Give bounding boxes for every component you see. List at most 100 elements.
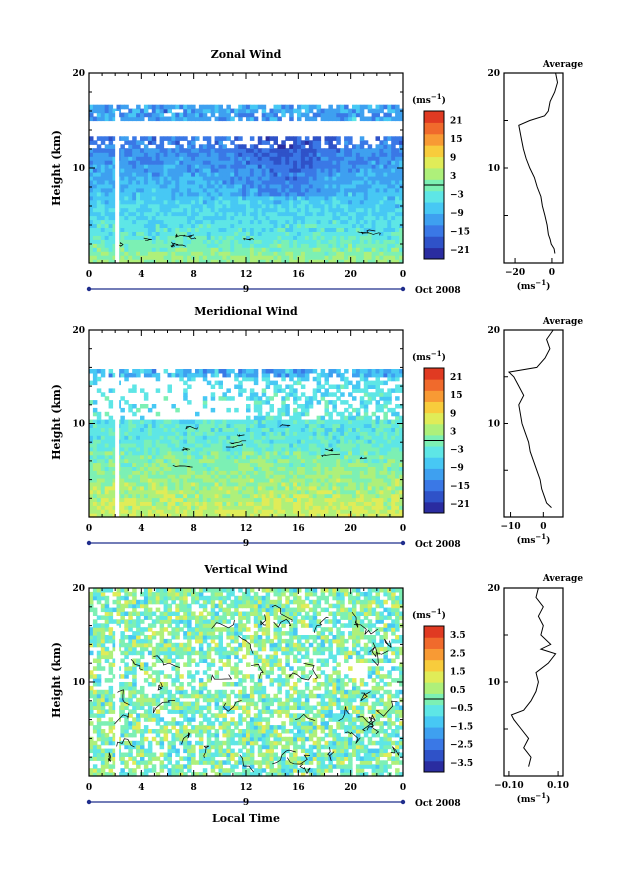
heatmap-cell (336, 172, 341, 177)
heatmap-cell (164, 148, 169, 153)
heatmap-cell (120, 408, 125, 413)
heatmap-cell (187, 188, 192, 193)
heatmap-cell (171, 227, 176, 232)
heatmap-cell (175, 168, 180, 173)
heatmap-cell (175, 466, 180, 471)
heatmap-cell (356, 501, 361, 506)
heatmap-cell (175, 451, 180, 456)
heatmap-cell (164, 439, 169, 444)
heatmap-cell (379, 117, 384, 122)
heatmap-cell (136, 424, 141, 429)
heatmap-cell (238, 200, 243, 205)
heatmap-cell (372, 152, 377, 157)
heatmap-cell (101, 466, 106, 471)
heatmap-cell (171, 482, 176, 487)
heatmap-cell (348, 113, 353, 118)
heatmap-cell (395, 216, 400, 221)
heatmap-cell (336, 435, 341, 440)
heatmap-cell (148, 140, 153, 145)
heatmap-cell (250, 160, 255, 165)
heatmap-cell (246, 200, 251, 205)
heatmap-cell (175, 459, 180, 464)
heatmap-cell (211, 463, 216, 468)
heatmap-cell (215, 439, 220, 444)
heatmap-cell (317, 470, 322, 475)
heatmap-cell (132, 255, 137, 260)
heatmap-cell (285, 431, 290, 436)
heatmap-cell (242, 377, 247, 382)
heatmap-cell (164, 172, 169, 177)
heatmap-cell (199, 427, 204, 432)
heatmap-cell (179, 208, 184, 213)
heatmap-cell (340, 172, 345, 177)
heatmap-cell (132, 144, 137, 149)
heatmap-cell (301, 216, 306, 221)
heatmap-cell (321, 200, 326, 205)
heatmap-cell (222, 420, 227, 425)
heatmap-cell (93, 435, 98, 440)
heatmap-cell (297, 463, 302, 468)
heatmap-cell (293, 486, 298, 491)
heatmap-cell (168, 168, 173, 173)
heatmap-cell (301, 486, 306, 491)
heatmap-cell (230, 180, 235, 185)
heatmap-cell (356, 408, 361, 413)
heatmap-cell (175, 439, 180, 444)
heatmap-cell (285, 435, 290, 440)
heatmap-cell (285, 148, 290, 153)
heatmap-cell (120, 498, 125, 503)
heatmap-cell (285, 509, 290, 514)
heatmap-cell (164, 200, 169, 205)
heatmap-cell (297, 369, 302, 374)
heatmap-cell (105, 482, 110, 487)
heatmap-cell (332, 427, 337, 432)
heatmap-cell (215, 501, 220, 506)
heatmap-cell (379, 105, 384, 110)
heatmap-cell (297, 427, 302, 432)
heatmap-cell (171, 459, 176, 464)
heatmap-cell (164, 192, 169, 197)
heatmap-cell (246, 160, 251, 165)
heatmap-cell (387, 220, 392, 225)
heatmap-cell (128, 463, 133, 468)
heatmap-cell (325, 509, 330, 514)
heatmap-cell (356, 478, 361, 483)
heatmap-cell (258, 148, 263, 153)
heatmap-cell (105, 431, 110, 436)
heatmap-cell (183, 148, 188, 153)
heatmap-cell (179, 466, 184, 471)
heatmap-cell (340, 498, 345, 503)
heatmap-cell (242, 160, 247, 165)
heatmap-cell (101, 435, 106, 440)
heatmap-cell (211, 369, 216, 374)
heatmap-cell (203, 404, 208, 409)
heatmap-cell (297, 188, 302, 193)
heatmap-cell (258, 427, 263, 432)
heatmap-cell (183, 381, 188, 386)
heatmap-cell (274, 420, 279, 425)
heatmap-cell (250, 144, 255, 149)
heatmap-cell (297, 396, 302, 401)
heatmap-cell (171, 247, 176, 252)
heatmap-cell (207, 247, 212, 252)
heatmap-cell (368, 105, 373, 110)
heatmap-cell (124, 494, 129, 499)
heatmap-cell (175, 239, 180, 244)
heatmap-cell (211, 227, 216, 232)
heatmap-cell (395, 140, 400, 145)
heatmap-cell (219, 188, 224, 193)
heatmap-cell (152, 373, 157, 378)
heatmap-cell (207, 188, 212, 193)
heatmap-cell (234, 247, 239, 252)
heatmap-cell (148, 447, 153, 452)
heatmap-cell (262, 505, 267, 510)
heatmap-cell (336, 152, 341, 157)
heatmap-cell (101, 247, 106, 252)
heatmap-cell (171, 188, 176, 193)
heatmap-cell (254, 501, 258, 506)
heatmap-cell (238, 144, 243, 149)
heatmap-cell (132, 443, 137, 448)
heatmap-cell (266, 216, 271, 221)
heatmap-cell (203, 168, 208, 173)
y-axis-label: Height (km) (50, 384, 63, 460)
